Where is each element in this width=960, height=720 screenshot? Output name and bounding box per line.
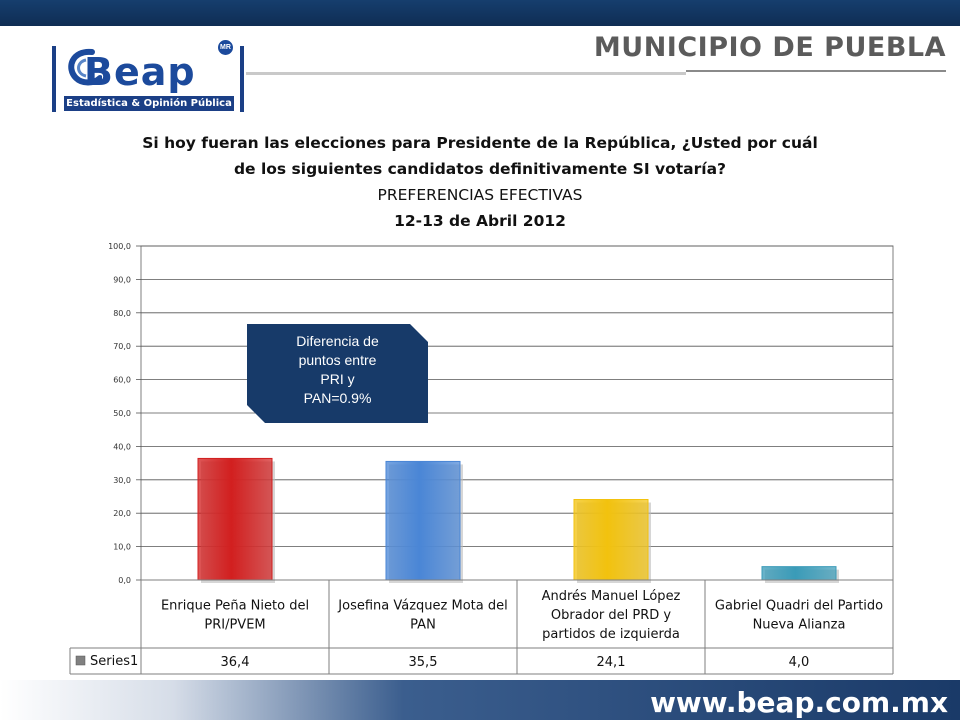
x-category-label: Enrique Peña Nieto del PRI/PVEM xyxy=(161,599,309,633)
data-value-label: 4,0 xyxy=(789,655,810,670)
footer-band xyxy=(0,680,960,720)
category-label-line: PRI/PVEM xyxy=(204,618,265,633)
y-tick-label: 10,0 xyxy=(113,543,131,552)
y-tick-label: 30,0 xyxy=(113,476,131,485)
data-value-label: 35,5 xyxy=(409,655,438,670)
callout-box xyxy=(247,324,428,423)
y-tick-label: 100,0 xyxy=(108,242,131,251)
header-divider-right xyxy=(686,70,946,72)
title-line-4: 12-13 de Abril 2012 xyxy=(394,212,566,230)
logo-swoosh-icon xyxy=(68,48,102,86)
logo-wordmark: Beap xyxy=(84,50,196,94)
title-line-3: PREFERENCIAS EFECTIVAS xyxy=(377,186,583,204)
title-line-2: de los siguientes candidatos definitivam… xyxy=(233,160,727,178)
callout-line: puntos entre xyxy=(299,352,377,368)
data-value-label: 36,4 xyxy=(221,655,250,670)
beap-logo: Beap MR Estadística & Opinión Pública xyxy=(50,36,246,114)
category-label-line: Gabriel Quadri del Partido xyxy=(715,599,883,614)
x-category-label: Josefina Vázquez Mota del PAN xyxy=(337,599,507,633)
category-label-line: Josefina Vázquez Mota del xyxy=(337,599,507,614)
category-label-line: Obrador del PRD y xyxy=(551,608,671,623)
header-divider-left xyxy=(246,72,686,75)
category-label-line: partidos de izquierda xyxy=(542,627,680,642)
callout-line: Diferencia de xyxy=(296,333,379,349)
bar-2 xyxy=(385,460,461,581)
legend-series-name: Series1 xyxy=(90,654,138,669)
category-label-line: Andrés Manuel López xyxy=(542,589,681,604)
y-tick-label: 80,0 xyxy=(113,309,131,318)
callout-text: Diferencia de puntos entre PRI y PAN=0.9% xyxy=(296,333,379,406)
logo-right-bar xyxy=(240,46,244,112)
website-link[interactable]: www.beap.com.mx xyxy=(650,686,948,719)
logo-left-bar xyxy=(52,46,56,112)
y-tick-label: 60,0 xyxy=(113,376,131,385)
registered-mark: MR xyxy=(218,40,233,55)
x-category-label: Andrés Manuel López Obrador del PRD y part… xyxy=(542,589,681,642)
callout-line: PAN=0.9% xyxy=(304,390,372,406)
callout-line: PRI y xyxy=(320,371,354,387)
data-value-label: 24,1 xyxy=(597,655,626,670)
y-tick-label: 50,0 xyxy=(113,409,131,418)
category-label-line: Nueva Alianza xyxy=(753,618,846,633)
y-tick-label: 0,0 xyxy=(118,576,131,585)
bar-3 xyxy=(573,499,649,581)
bar-4 xyxy=(761,566,837,581)
y-tick-label: 40,0 xyxy=(113,442,131,451)
region-title: MUNICIPIO DE PUEBLA xyxy=(593,32,946,63)
title-line-1: Si hoy fueran las elecciones para Presid… xyxy=(142,134,818,152)
x-category-label: Gabriel Quadri del Partido Nueva Alianza xyxy=(715,599,883,633)
header-band xyxy=(0,0,960,26)
bar-1 xyxy=(197,457,273,581)
y-tick-label: 20,0 xyxy=(113,509,131,518)
category-label-line: PAN xyxy=(410,618,436,633)
y-tick-label: 70,0 xyxy=(113,342,131,351)
logo-subtitle: Estadística & Opinión Pública xyxy=(64,96,234,111)
chart-title: Si hoy fueran las elecciones para Presid… xyxy=(120,130,840,234)
category-label-line: Enrique Peña Nieto del xyxy=(161,599,309,614)
y-tick-label: 90,0 xyxy=(113,275,131,284)
legend-key xyxy=(75,655,86,666)
